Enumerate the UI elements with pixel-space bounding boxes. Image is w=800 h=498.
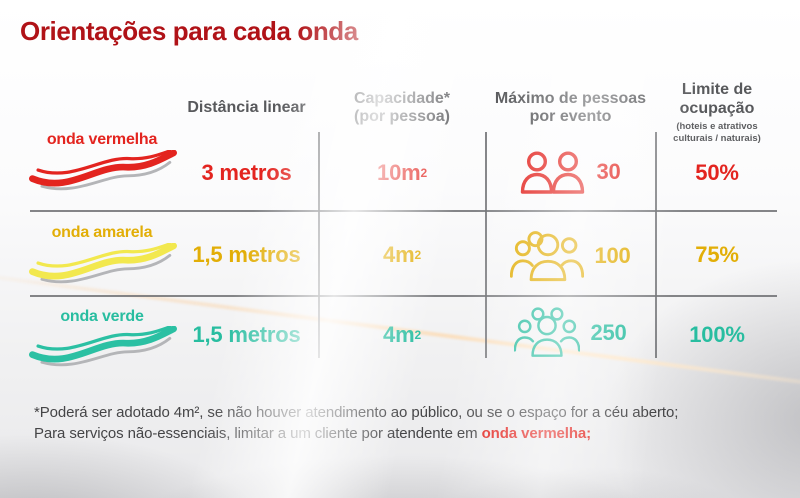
footnote: *Poderá ser adotado 4m², se não houver a…: [34, 402, 774, 444]
people-group-4-icon: [510, 231, 585, 282]
max-event-value-amarela: 100: [594, 243, 631, 268]
header-occupancy-line1: Limite de: [681, 81, 753, 99]
distance-value-vermelha: 3 metros: [201, 160, 292, 185]
grid-horizontal-divider-2: [30, 295, 777, 297]
column-header-max-event: Máximo de pessoas por evento: [487, 86, 654, 130]
distance-value-verde: 1,5 metros: [192, 322, 301, 347]
row-label-onda-vermelha: onda vermelha: [46, 131, 158, 148]
capacity-value-verde: 4m 2: [383, 322, 421, 347]
header-capacity-line2: (por pessoa): [353, 108, 450, 125]
footnote-onda-vermelha-highlight: onda vermelha;: [481, 425, 592, 442]
header-max-event-line2: por evento: [529, 108, 612, 125]
people-group-5-icon: [514, 307, 581, 357]
column-header-distance: Distância linear: [175, 86, 318, 130]
header-occupancy-note: (hoteis e atrativos culturais / naturais…: [673, 121, 761, 145]
capacity-value-amarela: 4m 2: [383, 242, 421, 267]
column-header-occupancy: Limite de ocupação (hoteis e atrativos c…: [656, 81, 778, 145]
row-label-onda-amarela: onda amarela: [51, 224, 153, 241]
occupancy-value-verde: 100%: [689, 322, 745, 347]
two-people-icon: [521, 151, 585, 194]
header-capacity-line1: Capacidade*: [353, 89, 451, 107]
distance-value-amarela: 1,5 metros: [192, 242, 301, 267]
header-distance-label: Distância linear: [187, 98, 306, 116]
column-header-capacity: Capacidade* (por pessoa): [320, 86, 484, 130]
page-title: Orientações para cada onda: [20, 16, 358, 46]
max-event-value-vermelha: 30: [596, 159, 621, 184]
max-event-cell-amarela: 100: [487, 226, 654, 286]
row-label-onda-verde: onda verde: [60, 308, 144, 325]
capacity-value-vermelha: 10m 2: [377, 160, 427, 185]
max-event-value-verde: 250: [590, 320, 627, 345]
header-max-event-line1: Máximo de pessoas: [494, 89, 647, 107]
max-event-cell-vermelha: 30: [487, 144, 654, 200]
green-wave-icon: [22, 326, 184, 368]
occupancy-value-vermelha: 50%: [695, 160, 739, 185]
yellow-wave-icon: [22, 243, 184, 285]
header-occupancy-note-line1: (hoteis e atrativos: [676, 120, 758, 132]
header-occupancy-line2: ocupação: [679, 99, 755, 117]
footnote-line-2: Para serviços não-essenciais, limitar a …: [34, 423, 774, 444]
grid-horizontal-divider-1: [30, 210, 777, 212]
footnote-line-2-text: Para serviços não-essenciais, limitar a …: [34, 425, 482, 442]
red-wave-icon: [22, 150, 184, 192]
header-occupancy-note-line2: culturais / naturais): [673, 132, 761, 144]
footnote-line-1: *Poderá ser adotado 4m², se não houver a…: [34, 404, 679, 421]
max-event-cell-verde: 250: [487, 300, 654, 366]
occupancy-value-amarela: 75%: [695, 242, 739, 267]
